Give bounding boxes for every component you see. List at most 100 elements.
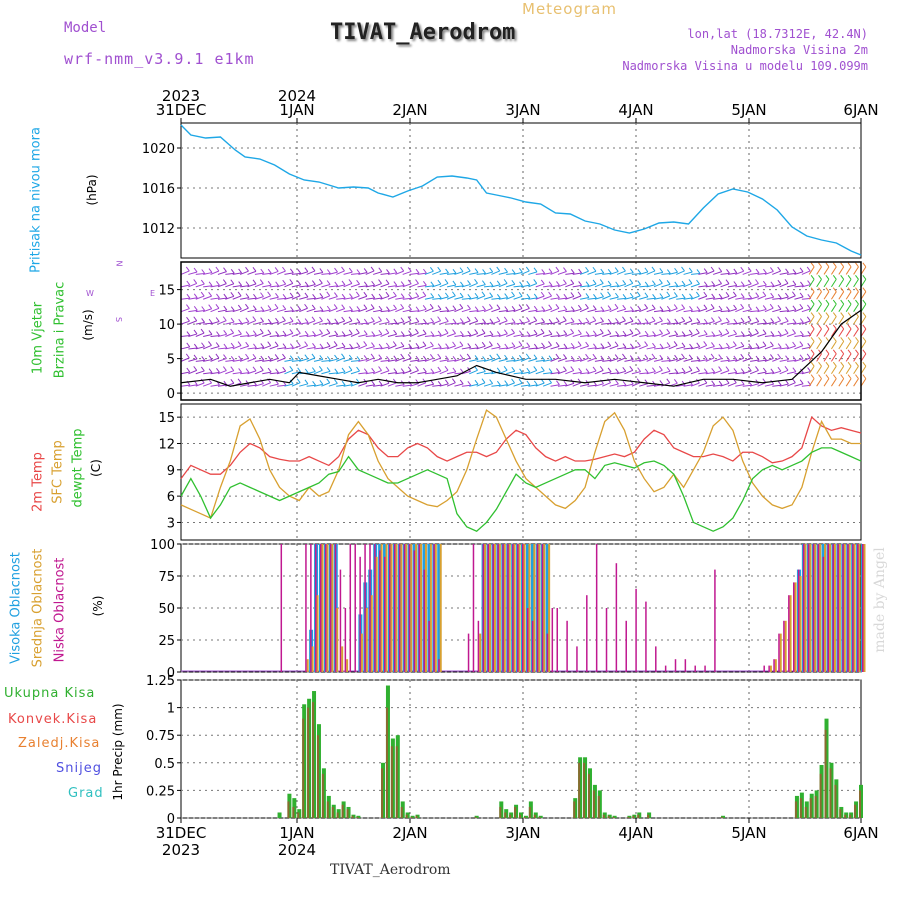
wind-barb-flag [629, 268, 634, 273]
wind-barb [225, 370, 234, 375]
wind-barb [550, 345, 560, 350]
wind-barb [757, 333, 767, 337]
wind-barb-flag [304, 318, 309, 323]
wind-barb [816, 353, 822, 362]
wind-barb [690, 332, 700, 337]
wind-barb [750, 310, 760, 313]
wind-barb-flag [696, 356, 701, 361]
wind-barb-flag [748, 380, 753, 386]
wind-barb-flag [855, 374, 859, 379]
wind-barb-flag [615, 292, 619, 298]
wind-barb-flag [725, 342, 730, 348]
wind-barb-flag [378, 279, 382, 284]
wind-barb [365, 320, 375, 325]
wind-barb [831, 316, 837, 325]
precip-conv-bar [583, 762, 586, 818]
wind-barb-flag [533, 279, 538, 284]
wind-barb-flag [430, 293, 435, 298]
wind-barb [565, 382, 575, 387]
wind-barb [565, 272, 575, 275]
wind-barb-flag [548, 304, 553, 310]
wind-barb [772, 357, 781, 362]
wind-barb [609, 334, 619, 338]
wind-barb [860, 266, 867, 275]
wind-barb-flag [681, 367, 686, 373]
cloud-low-bar [714, 569, 716, 672]
wind-barb [321, 295, 330, 300]
wind-barb-flag [607, 329, 612, 334]
wind-barb-flag [208, 330, 213, 335]
wind-barb-flag [555, 303, 560, 309]
wind-barb-flag [275, 292, 279, 298]
wind-barb-flag [599, 328, 604, 334]
cloud-low-bar [625, 620, 627, 672]
wind-barb-flag [319, 343, 324, 349]
wind-barb [336, 357, 345, 362]
wind-barb-flag [437, 330, 442, 336]
wind-barb [845, 341, 852, 350]
cloud-mid-bar [434, 544, 437, 672]
wind-barb-flag [393, 329, 398, 335]
wind-barb [557, 357, 567, 362]
wind-barb-flag [518, 341, 523, 346]
wind-barb-flag [407, 267, 412, 272]
wind-barb-flag [489, 304, 493, 309]
wind-barb-flag [593, 294, 597, 299]
wind-barb-flag [818, 287, 822, 292]
wind-barb [720, 346, 730, 350]
precip-conv-bar [819, 773, 822, 818]
cloud-low-bar [329, 544, 332, 672]
precip-conv-bar [302, 718, 305, 818]
wind-barb [343, 369, 353, 375]
wind-barb [668, 271, 678, 275]
wind-barb-flag [518, 304, 523, 309]
wind-barb [269, 296, 279, 300]
precip-conv-bar [844, 814, 847, 818]
wind-barb [779, 332, 789, 337]
bottom-date-label: 5JAN [731, 824, 766, 842]
wind-barb-flag [370, 304, 375, 309]
wind-barb [432, 308, 442, 313]
cloud-mid-bar [794, 582, 797, 672]
wind-barb-flag [334, 354, 338, 360]
wind-barb-flag [825, 262, 830, 268]
wind-barb [506, 273, 516, 275]
wind-barb [616, 320, 626, 325]
wind-barb [676, 270, 685, 275]
wind-barb [602, 309, 612, 313]
wind-barb-flag [238, 368, 243, 373]
wind-barb [513, 382, 523, 387]
wind-barb-flag [681, 280, 686, 286]
wind-barb [313, 333, 323, 337]
wind-barb-flag [732, 341, 737, 346]
cloud-low-bar [822, 556, 825, 672]
cloud-mid-bar [543, 544, 546, 672]
wind-barb [469, 272, 479, 275]
wind-barb [853, 278, 859, 288]
wind-barb-flag [363, 291, 368, 297]
wind-barb [808, 291, 815, 300]
wind-barb [262, 382, 271, 387]
wind-barb-flag [511, 306, 516, 311]
cloud-low-bar [531, 620, 534, 672]
wind-barb-flag [326, 318, 331, 324]
wind-barb-flag [785, 343, 790, 349]
wind-barb [624, 383, 634, 387]
wind-barb [631, 295, 641, 300]
wind-barb-flag [267, 341, 272, 346]
wind-barb-flag [223, 305, 228, 311]
wind-barb-flag [770, 317, 775, 323]
wind-barb-flag [334, 318, 339, 324]
wind-barb-flag [201, 356, 206, 361]
cloud-low-bar [344, 608, 347, 672]
wind-barb-flag [607, 378, 611, 384]
wind-barb-flag [452, 269, 457, 274]
wind-barb-flag [289, 355, 294, 361]
wind-barb-flag [710, 304, 715, 309]
precip-legend-conv: Konvek.Kisa [8, 712, 98, 727]
wind-barb-flag [725, 292, 730, 297]
wind-barb [291, 272, 301, 275]
wind-barb-flag [696, 291, 700, 297]
wind-barb-flag [755, 366, 759, 371]
precip-conv-bar [499, 806, 502, 818]
